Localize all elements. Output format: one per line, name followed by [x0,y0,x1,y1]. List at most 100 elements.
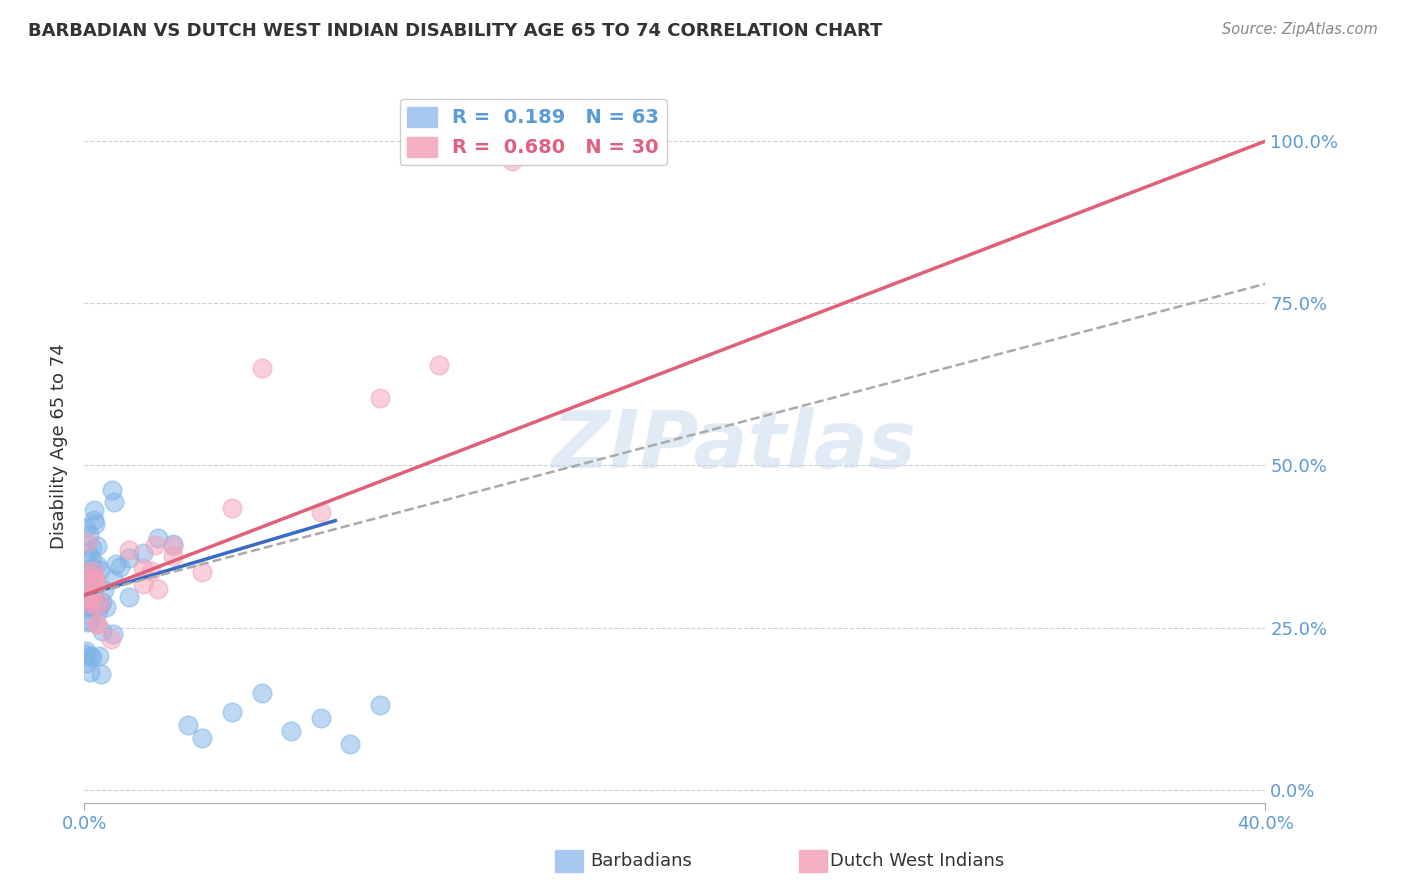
Point [118,550,141,565]
Point [79,665,101,679]
Point [108,559,131,574]
Point [87,604,110,618]
Point [131,576,153,591]
Y-axis label: Disability Age 65 to 74: Disability Age 65 to 74 [51,343,69,549]
Point [77,546,100,560]
Point [86,539,108,553]
Point [75,643,97,657]
Point [132,546,155,560]
Point [89,563,111,577]
Point [309,505,332,519]
Point [94,600,117,615]
Text: Source: ZipAtlas.com: Source: ZipAtlas.com [1222,22,1378,37]
Point [82,541,104,556]
Point [84,516,107,531]
Point [162,539,184,553]
Point [79,614,101,628]
Point [90,624,112,638]
Point [145,539,167,553]
Point [75,598,97,612]
Point [141,564,163,578]
Point [75,647,97,661]
Point [82,582,104,597]
Point [79,565,101,579]
Point [148,531,170,545]
Point [76,601,98,615]
Point [118,542,141,557]
Point [250,361,273,376]
Point [76,565,98,579]
Point [91,595,114,609]
Text: Barbadians: Barbadians [591,852,692,870]
Point [101,572,124,586]
Point [77,595,100,609]
Point [191,731,214,745]
Point [80,562,103,576]
Point [162,549,184,564]
Point [100,632,122,646]
Point [148,582,170,597]
Point [101,483,124,497]
Point [77,599,100,613]
Point [86,558,108,572]
Point [83,513,105,527]
Point [83,599,105,613]
Point [368,391,391,405]
Point [89,596,111,610]
Legend: R =  0.189   N = 63, R =  0.680   N = 30: R = 0.189 N = 63, R = 0.680 N = 30 [399,99,666,165]
Point [83,503,105,517]
Point [79,648,101,663]
Text: Dutch West Indians: Dutch West Indians [830,852,1004,870]
Point [309,711,332,725]
Point [80,599,103,614]
Point [280,724,302,739]
Point [84,571,107,585]
Point [221,705,243,719]
Point [76,565,98,579]
Point [162,536,184,550]
Point [79,569,101,583]
Point [80,579,103,593]
Point [177,718,200,732]
Point [501,153,523,168]
Point [89,599,111,613]
Point [101,626,124,640]
Point [250,685,273,699]
Point [132,561,155,575]
Point [80,650,103,665]
Point [80,550,103,565]
Point [79,591,101,606]
Point [339,738,361,752]
Point [221,501,243,516]
Point [80,582,103,597]
Point [82,599,104,613]
Point [76,534,98,549]
Point [75,656,97,670]
Point [103,495,125,509]
Point [82,559,104,574]
Point [84,574,107,589]
Point [77,528,100,542]
Point [90,666,112,681]
Point [93,582,115,597]
Point [77,596,100,610]
Text: ZIPatlas: ZIPatlas [551,407,917,485]
Point [86,616,108,631]
Point [86,617,108,632]
Text: BARBADIAN VS DUTCH WEST INDIAN DISABILITY AGE 65 TO 74 CORRELATION CHART: BARBADIAN VS DUTCH WEST INDIAN DISABILIT… [28,22,883,40]
Point [82,565,104,579]
Point [76,591,98,606]
Point [89,648,111,663]
Point [118,590,141,604]
Point [82,582,104,597]
Point [427,359,450,373]
Point [76,576,98,591]
Point [368,698,391,713]
Point [104,558,127,572]
Point [80,590,103,604]
Point [80,574,103,588]
Point [76,615,98,630]
Point [75,521,97,535]
Point [191,565,214,579]
Point [82,583,104,598]
